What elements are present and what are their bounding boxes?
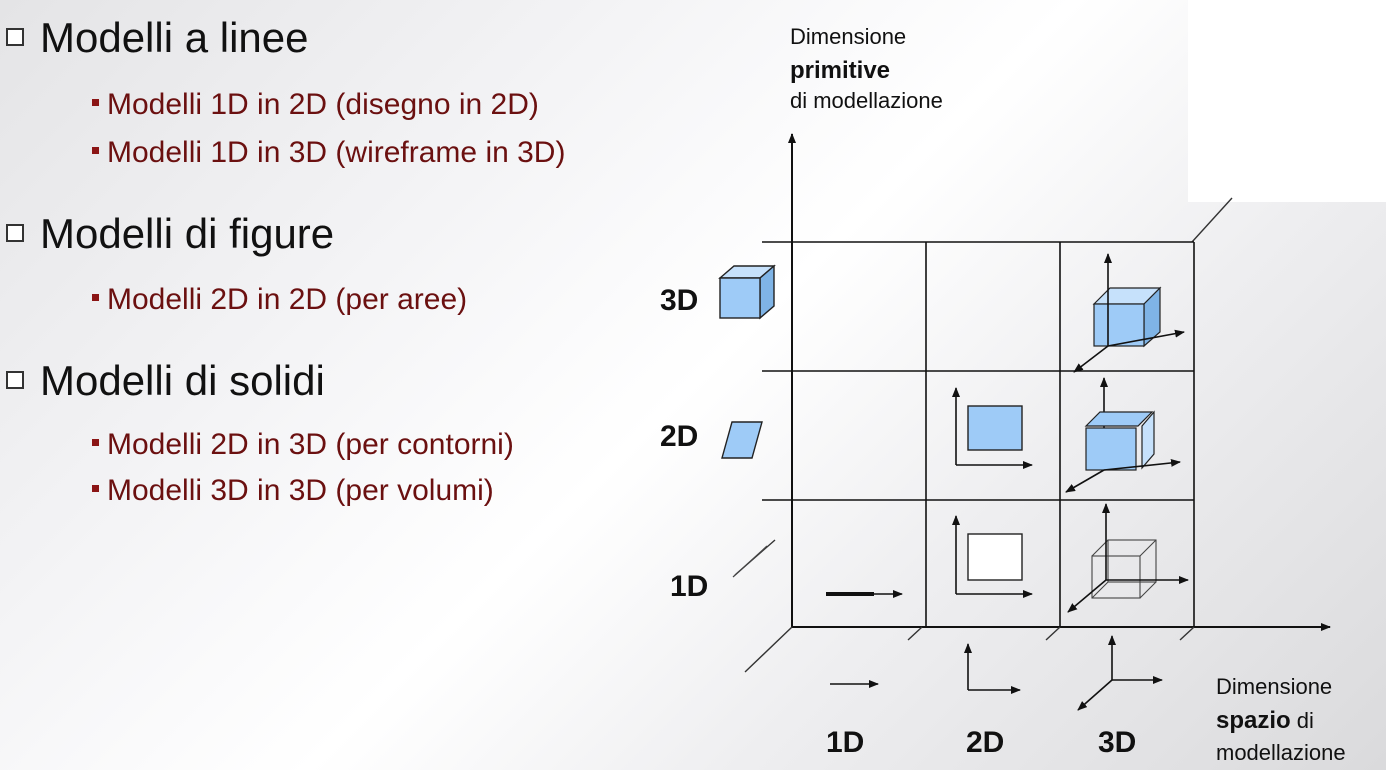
row-label-1d: 1D bbox=[670, 570, 708, 603]
y-axis-label-line2: primitive bbox=[790, 57, 890, 84]
square-bullet-icon bbox=[92, 98, 99, 106]
square-bullet-icon bbox=[92, 293, 99, 301]
grid bbox=[762, 241, 1195, 627]
bullet-item: Modelli 2D in 2D (per aree) bbox=[92, 283, 467, 317]
row-label-3d: 3D bbox=[660, 284, 698, 317]
axes-2d-icon bbox=[964, 643, 1021, 694]
row-label-2d: 2D bbox=[660, 420, 698, 453]
bullet-item: Modelli 2D in 3D (per contorni) bbox=[92, 428, 514, 462]
square-bullet-icon bbox=[92, 484, 99, 492]
cell-3d-solid-cube bbox=[1073, 253, 1185, 373]
checkbox-bullet-icon bbox=[6, 27, 24, 46]
bullet-heading: Modelli di figure bbox=[6, 210, 334, 258]
x-axis-label-line3: modellazione bbox=[1216, 740, 1346, 765]
square-bullet-icon bbox=[92, 146, 99, 154]
axes-3d-icon bbox=[1077, 635, 1163, 711]
cell-3d-wireframe-cube bbox=[1067, 503, 1189, 613]
col-label-2d: 2D bbox=[966, 726, 1004, 759]
square-bullet-icon bbox=[92, 438, 99, 446]
bullet-heading: Modelli di solidi bbox=[6, 357, 325, 405]
bullet-item: Modelli 3D in 3D (per volumi) bbox=[92, 474, 494, 508]
x-axis-label-line2: spazio di bbox=[1216, 707, 1314, 734]
x-axis-label-line1: Dimensione bbox=[1216, 674, 1332, 699]
col-label-1d: 1D bbox=[826, 726, 864, 759]
cell-3d-boundary-cube bbox=[1065, 377, 1181, 493]
y-axis-label-line1: Dimensione bbox=[790, 24, 906, 49]
axis-icons bbox=[830, 635, 1163, 711]
line-icon bbox=[732, 545, 768, 578]
parallelogram-icon bbox=[721, 421, 763, 459]
bullet-item: Modelli 1D in 2D (disegno in 2D) bbox=[92, 88, 539, 122]
checkbox-bullet-icon bbox=[6, 223, 24, 242]
cell-2d-square-filled bbox=[952, 387, 1033, 469]
cell-2d-square-outline bbox=[952, 515, 1033, 598]
y-axis-label-line3: di modellazione bbox=[790, 88, 943, 113]
axes bbox=[788, 133, 1331, 631]
bullet-heading: Modelli a linee bbox=[6, 14, 309, 62]
col-label-3d: 3D bbox=[1098, 726, 1136, 759]
bullet-item: Modelli 1D in 3D (wireframe in 3D) bbox=[92, 136, 565, 170]
cube-icon bbox=[718, 264, 776, 320]
white-panel bbox=[1188, 0, 1386, 202]
checkbox-bullet-icon bbox=[6, 370, 24, 389]
